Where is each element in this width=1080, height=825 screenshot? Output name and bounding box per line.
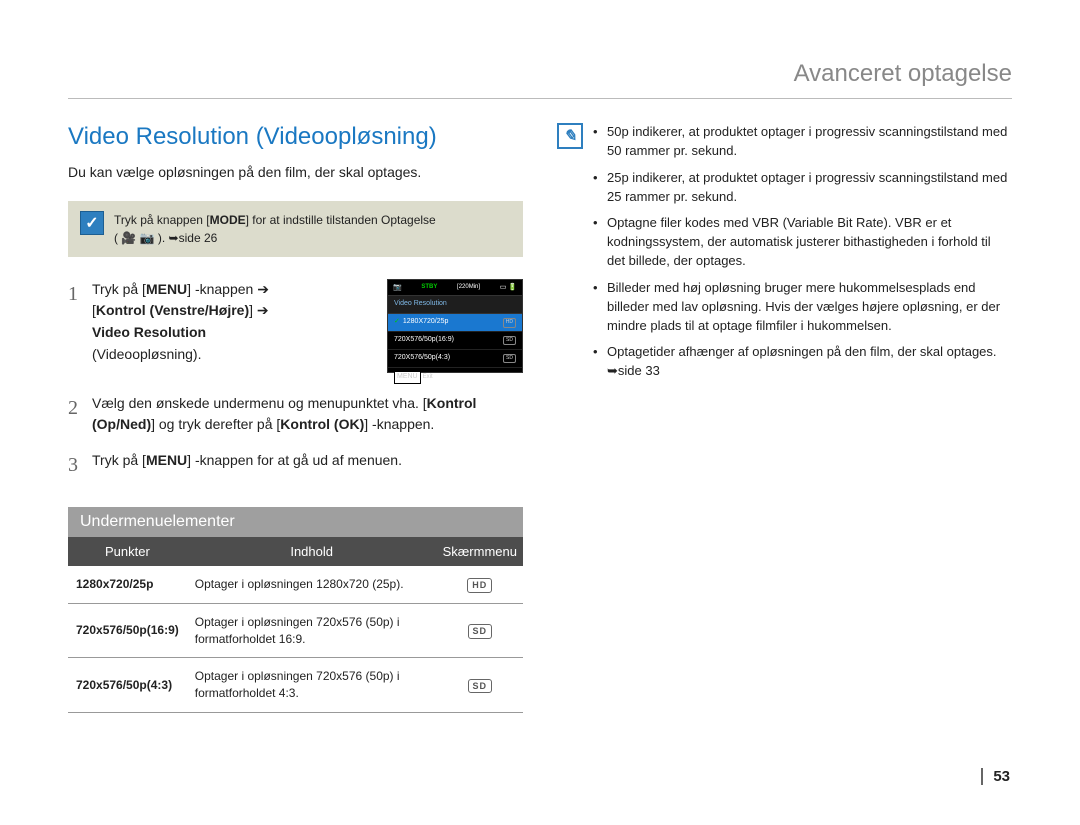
menu-option[interactable]: 720X576/50p(16:9)SD (388, 332, 522, 350)
table-row: 1280x720/25p Optager i opløsningen 1280x… (68, 566, 523, 603)
tip-check-icon: ✓ (80, 211, 104, 235)
tip-text: Tryk på knappen [MODE] for at indstille … (114, 211, 436, 247)
intro-text: Du kan vælge opløsningen på den film, de… (68, 163, 523, 183)
th-punkter: Punkter (68, 537, 187, 566)
stby-label: STBY (421, 283, 437, 292)
camera-screen: 📷 STBY [220Min] ▭ 🔋 Video Resolution ✓12… (387, 279, 523, 373)
info-icon: ✎ (557, 123, 583, 149)
steps: 1 📷 STBY [220Min] ▭ 🔋 Video Resolution (68, 279, 523, 481)
th-skaermmenu: Skærmmenu (437, 537, 523, 566)
section-heading: Video Resolution (Videoopløsning) (68, 123, 523, 151)
list-item: Optagne filer kodes med VBR (Variable Bi… (593, 214, 1012, 271)
step-3: 3 Tryk på [MENU] -knappen for at gå ud a… (68, 450, 523, 481)
list-item: Optagetider afhænger af opløsningen på d… (593, 343, 1012, 381)
table-row: 720x576/50p(4:3) Optager i opløsningen 7… (68, 658, 523, 713)
submenu-heading: Undermenuelementer (68, 507, 523, 537)
step-number: 1 (68, 279, 82, 379)
sd-badge: SD (468, 624, 493, 639)
step-1: 1 📷 STBY [220Min] ▭ 🔋 Video Resolution (68, 279, 523, 379)
page-number: 53 (981, 768, 1010, 785)
right-column: ✎ 50p indikerer, at produktet optager i … (557, 123, 1012, 713)
hd-badge: HD (467, 578, 492, 593)
left-column: Video Resolution (Videoopløsning) Du kan… (68, 123, 523, 713)
step-number: 2 (68, 393, 82, 436)
list-item: 25p indikerer, at produktet optager i pr… (593, 169, 1012, 207)
sd-badge: SD (468, 679, 493, 694)
mode-icon: 📷 (393, 283, 402, 294)
menu-option-selected[interactable]: ✓1280X720/25p HD (388, 314, 522, 332)
step-number: 3 (68, 450, 82, 481)
rec-time: [220Min] (457, 283, 480, 292)
chapter-title: Avanceret optagelse (68, 60, 1012, 99)
submenu-table: Punkter Indhold Skærmmenu 1280x720/25p O… (68, 537, 523, 713)
menu-exit[interactable]: MENUExit (388, 368, 522, 387)
list-item: Billeder med høj opløsning bruger mere h… (593, 279, 1012, 336)
card-icon: ▭ 🔋 (500, 283, 517, 294)
tip-box: ✓ Tryk på knappen [MODE] for at indstill… (68, 201, 523, 257)
step-2: 2 Vælg den ønskede undermenu og menupunk… (68, 393, 523, 436)
list-item: 50p indikerer, at produktet optager i pr… (593, 123, 1012, 161)
notes-list: 50p indikerer, at produktet optager i pr… (593, 123, 1012, 389)
th-indhold: Indhold (187, 537, 437, 566)
table-row: 720x576/50p(16:9) Optager i opløsningen … (68, 603, 523, 658)
menu-option[interactable]: 720X576/50p(4:3)SD (388, 350, 522, 368)
menu-title: Video Resolution (388, 296, 522, 314)
